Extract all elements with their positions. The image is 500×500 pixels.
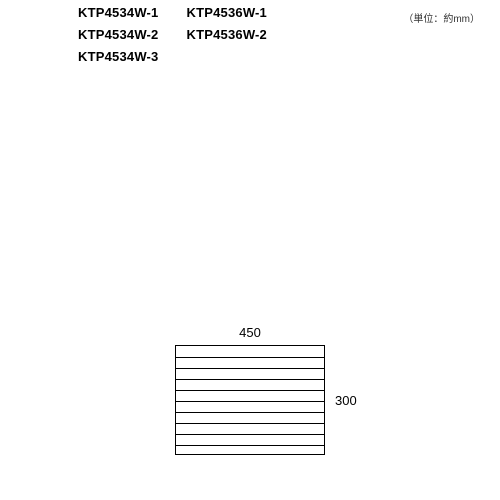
rule-line: [176, 434, 324, 435]
product-code: KTP4534W-2: [78, 27, 159, 42]
codes-column-1: KTP4534W-1 KTP4534W-2 KTP4534W-3: [78, 5, 159, 64]
product-code: KTP4536W-1: [187, 5, 268, 20]
rule-line: [176, 379, 324, 380]
rule-line: [176, 401, 324, 402]
product-codes: KTP4534W-1 KTP4534W-2 KTP4534W-3 KTP4536…: [78, 5, 267, 64]
unit-label: （単位：約mm）: [403, 10, 480, 25]
product-code: KTP4534W-3: [78, 49, 159, 64]
height-dimension-label: 300: [335, 345, 357, 455]
codes-column-2: KTP4536W-1 KTP4536W-2: [187, 5, 268, 64]
page: （単位：約mm） KTP4534W-1 KTP4534W-2 KTP4534W-…: [0, 0, 500, 500]
rule-line: [176, 412, 324, 413]
rule-line: [176, 357, 324, 358]
lined-rectangle: [175, 345, 325, 455]
rule-line: [176, 368, 324, 369]
rule-line: [176, 423, 324, 424]
product-code: KTP4534W-1: [78, 5, 159, 20]
width-dimension-label: 450: [175, 325, 325, 340]
rule-line: [176, 445, 324, 446]
dimension-diagram: 450 300: [175, 345, 325, 455]
product-code: KTP4536W-2: [187, 27, 268, 42]
rule-line: [176, 390, 324, 391]
